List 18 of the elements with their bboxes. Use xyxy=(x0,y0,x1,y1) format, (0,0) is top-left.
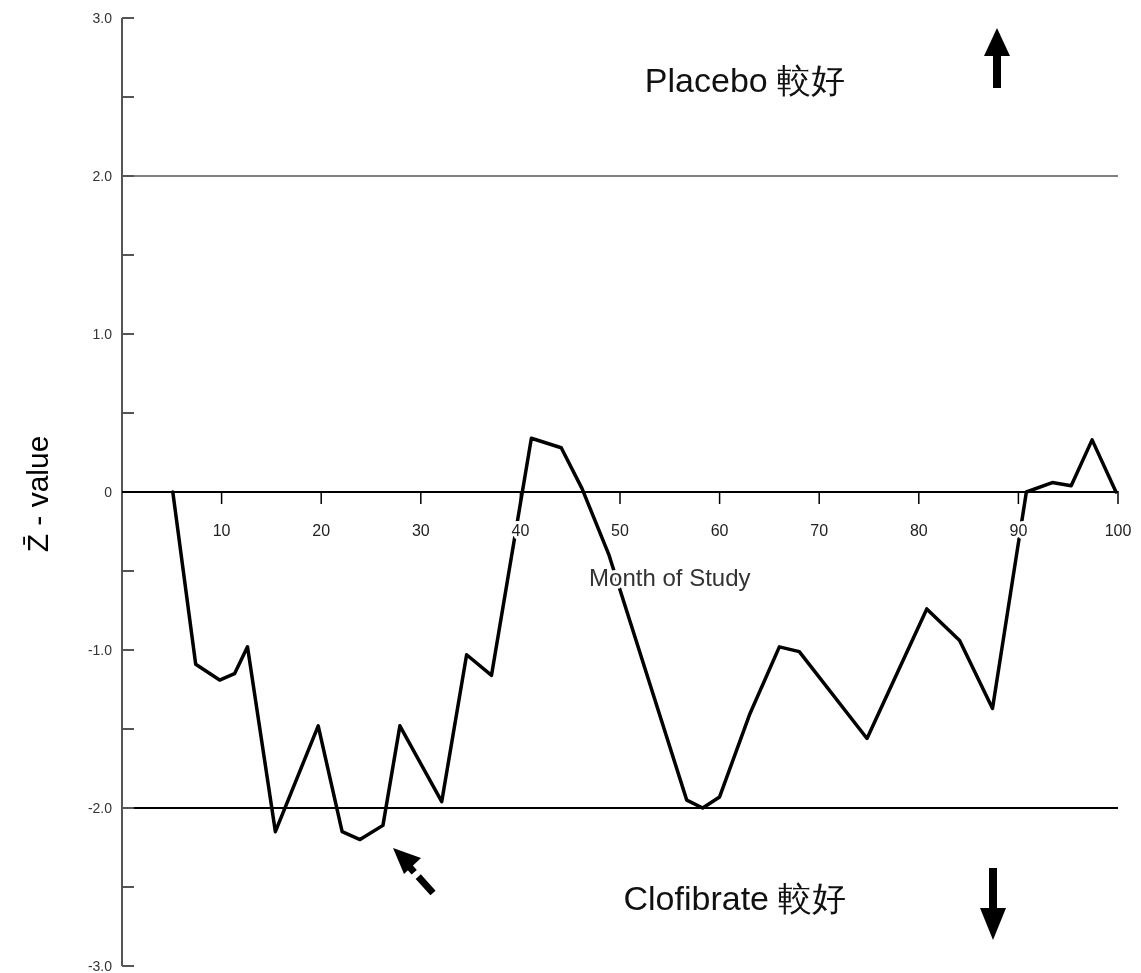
x-tick-label: 30 xyxy=(411,522,430,539)
y-tick-label: 0 xyxy=(104,484,113,500)
annotation: Clofibrate 較好 xyxy=(623,879,847,917)
y-tick-label: -1.0 xyxy=(87,642,113,658)
x-tick-label: 50 xyxy=(611,522,629,539)
x-tick-label: 10 xyxy=(212,522,231,539)
y-tick-label: -2.0 xyxy=(87,800,113,816)
y-tick-label: 1.0 xyxy=(92,326,113,342)
y-tick-label: 3.0 xyxy=(92,10,113,26)
y-tick-label: -3.0 xyxy=(87,958,113,973)
x-tick-label: 20 xyxy=(312,522,331,539)
y-axis-title: Z̄ - value xyxy=(21,435,54,553)
x-tick-label: 60 xyxy=(710,522,729,539)
x-tick-label: 70 xyxy=(810,522,829,539)
y-tick-label: 2.0 xyxy=(92,168,113,184)
annotation: Placebo 較好 xyxy=(644,61,846,99)
x-tick-label: 80 xyxy=(909,522,928,539)
x-tick-label: 100 xyxy=(1104,522,1132,539)
